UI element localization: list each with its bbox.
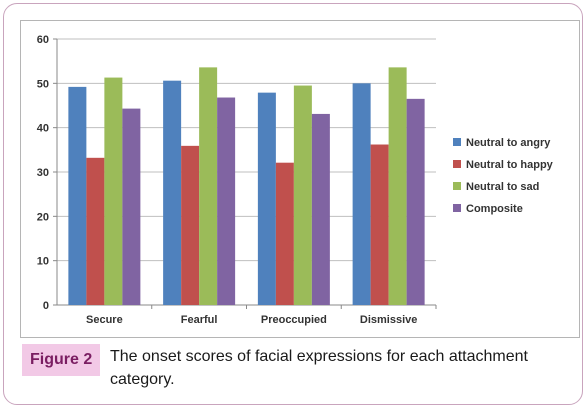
legend-label: Neutral to sad xyxy=(466,181,539,193)
legend-swatch xyxy=(453,160,461,168)
bar xyxy=(199,67,218,305)
bar xyxy=(68,86,87,305)
bar xyxy=(181,145,200,305)
y-tick-label: 10 xyxy=(37,256,49,268)
legend-swatch xyxy=(453,182,461,190)
legend-swatch xyxy=(453,138,461,146)
chart-container: 0 10 20 30 40 50 60 Secure Fearful Preoccupied Dis… xyxy=(20,20,580,338)
bar xyxy=(311,113,330,305)
y-tick-label: 20 xyxy=(37,211,49,223)
x-tick-label: Preoccupied xyxy=(261,314,327,326)
figure-label: Figure 2 xyxy=(22,344,101,376)
figure-caption: The onset scores of facial expressions f… xyxy=(110,348,528,388)
y-tick-label: 60 xyxy=(37,34,49,46)
bar xyxy=(86,157,105,305)
y-tick-label: 0 xyxy=(43,300,49,312)
y-tick-label: 40 xyxy=(37,123,49,135)
x-tick-label: Secure xyxy=(86,314,123,326)
legend-swatch xyxy=(453,204,461,212)
bar xyxy=(104,77,123,305)
bar xyxy=(370,144,389,305)
bar xyxy=(217,97,236,306)
legend-label: Neutral to angry xyxy=(466,137,551,149)
x-tick-label: Fearful xyxy=(181,314,218,326)
bar xyxy=(275,162,294,305)
y-tick-label: 30 xyxy=(37,167,49,179)
bar xyxy=(388,67,407,305)
bar xyxy=(406,98,425,305)
bar xyxy=(163,80,182,305)
bar-chart: 0 10 20 30 40 50 60 Secure Fearful Preoccupied Dis… xyxy=(37,34,554,326)
legend-label: Composite xyxy=(466,203,523,215)
figure-caption-row: Figure 2 The onset scores of facial expr… xyxy=(22,344,582,400)
bar xyxy=(352,83,371,305)
bar xyxy=(257,92,276,305)
bar xyxy=(293,85,312,305)
x-tick-label: Dismissive xyxy=(360,314,417,326)
y-tick-label: 50 xyxy=(37,78,49,90)
bar xyxy=(122,108,141,305)
legend-label: Neutral to happy xyxy=(466,159,554,171)
